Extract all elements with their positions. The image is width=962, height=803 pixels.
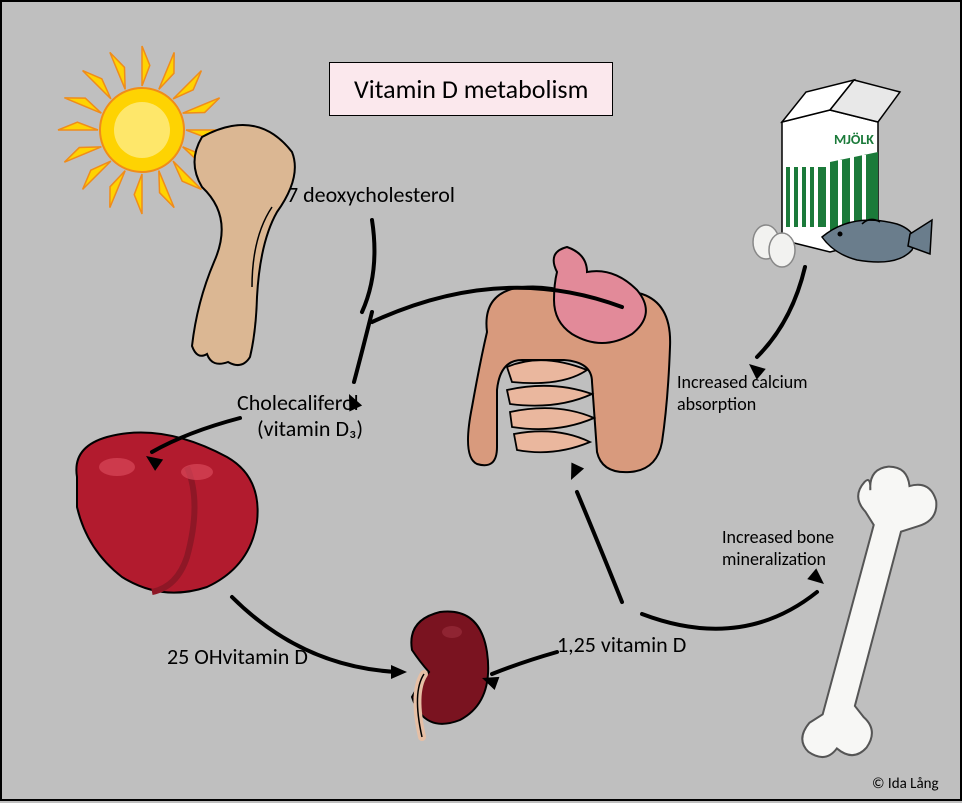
label-calcium-line1: Increased calcium xyxy=(677,372,808,393)
eggs-icon xyxy=(753,225,795,267)
label-calcium-line2: absorption xyxy=(677,394,756,415)
label-bone-line2: mineralization xyxy=(722,549,826,570)
label-125vitd: 1,25 vitamin D xyxy=(557,632,686,657)
label-bone-line1: Increased bone xyxy=(722,527,834,548)
sun-icon xyxy=(58,46,226,214)
milk-carton-icon: MJÖLK xyxy=(782,80,900,252)
label-deoxycholesterol: 7 deoxycholesterol xyxy=(287,182,455,207)
liver-icon xyxy=(76,433,257,593)
milk-label: MJÖLK xyxy=(834,131,874,148)
arm-icon xyxy=(192,125,295,365)
diagram-canvas: MJÖLK xyxy=(2,2,962,803)
diagram-title: Vitamin D metabolism xyxy=(329,62,613,116)
label-25oh: 25 OHvitamin D xyxy=(167,644,308,669)
bone-icon xyxy=(777,459,953,771)
fish-icon xyxy=(822,219,932,262)
flow-arrows xyxy=(146,220,824,690)
label-cholecalciferol-line2: (vitamin D₃) xyxy=(257,416,363,441)
kidney-icon xyxy=(411,612,488,738)
label-cholecalciferol-line1: Cholecaliferol xyxy=(237,390,359,415)
gut-icon xyxy=(468,247,670,472)
copyright-text: © Ida Lång xyxy=(872,775,939,793)
